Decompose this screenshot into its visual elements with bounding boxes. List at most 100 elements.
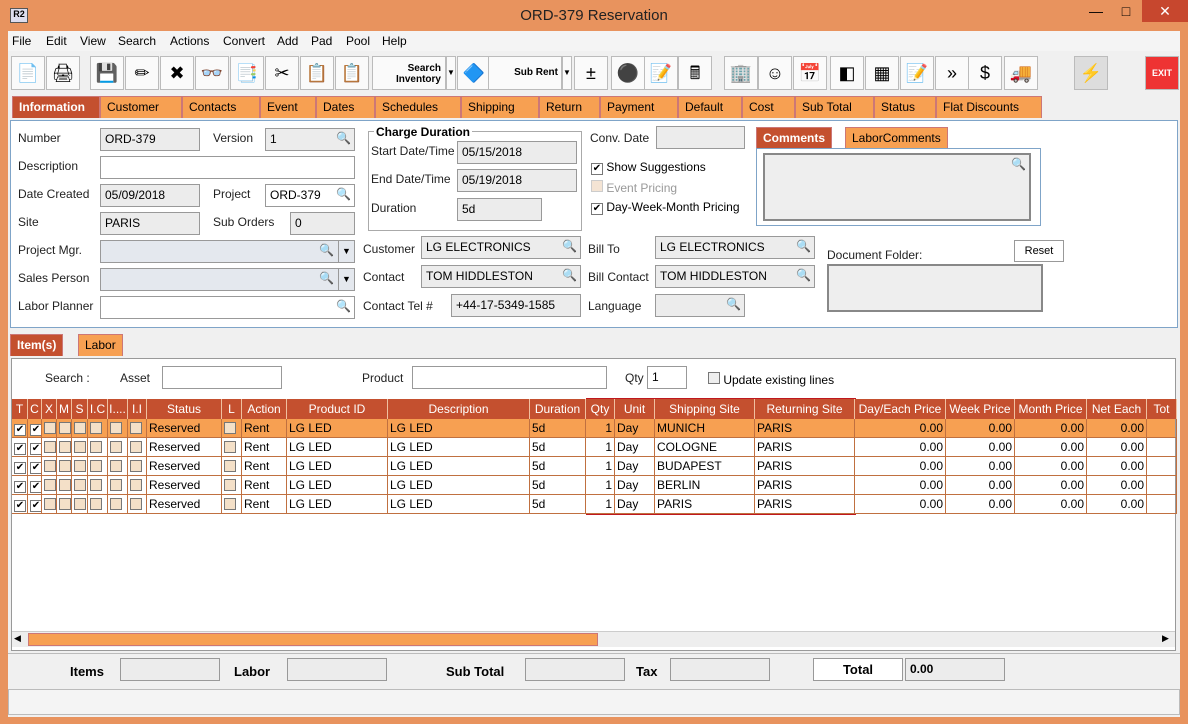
column-header-x[interactable]: X	[42, 399, 57, 419]
sub-rent-button[interactable]: Sub Rent	[488, 56, 562, 90]
checkbox[interactable]	[130, 479, 142, 491]
scroll-left-icon[interactable]: ◀	[14, 633, 21, 643]
cell-net[interactable]: 0.00	[1087, 476, 1147, 495]
column-header-returning-site[interactable]: Returning Site	[755, 399, 855, 419]
checkbox[interactable]	[110, 498, 122, 510]
language-field[interactable]: 🔍	[655, 294, 745, 317]
search-icon[interactable]: 🔍	[1011, 157, 1026, 171]
checkbox[interactable]	[44, 479, 56, 491]
menu-file[interactable]: File	[12, 34, 32, 48]
checkbox[interactable]	[130, 460, 142, 472]
cell-action[interactable]: Rent	[242, 438, 287, 457]
cell-day[interactable]: 0.00	[855, 476, 946, 495]
menu-actions[interactable]: Actions	[170, 34, 210, 48]
cell-col9[interactable]	[222, 457, 242, 476]
column-header-week-price[interactable]: Week Price	[946, 399, 1015, 419]
cell-product_id[interactable]: LG LED	[287, 495, 388, 514]
checkbox[interactable]	[110, 422, 122, 434]
column-header-i-i[interactable]: I.I	[128, 399, 147, 419]
search-inventory-dropdown[interactable]: ▼	[446, 56, 456, 90]
checkbox[interactable]	[44, 441, 56, 453]
cell-week[interactable]: 0.00	[946, 457, 1015, 476]
cell-duration[interactable]: 5d	[530, 457, 586, 476]
tab-sub-total[interactable]: Sub Total	[795, 96, 874, 118]
sub-orders-field[interactable]: 0	[290, 212, 355, 235]
cell-col2[interactable]	[42, 476, 57, 495]
cell-col5[interactable]	[88, 457, 108, 476]
checkbox[interactable]	[74, 441, 86, 453]
cell-status[interactable]: Reserved	[147, 438, 222, 457]
cell-returning[interactable]: PARIS	[755, 438, 855, 457]
cell-product_id[interactable]: LG LED	[287, 419, 388, 438]
cell-col7[interactable]	[128, 476, 147, 495]
checkbox[interactable]	[90, 422, 102, 434]
column-header-description[interactable]: Description	[388, 399, 530, 419]
start-date-field[interactable]: 05/15/2018	[457, 141, 577, 164]
checkbox[interactable]	[59, 460, 71, 472]
checked-checkbox[interactable]: ✔	[30, 424, 41, 436]
cell-week[interactable]: 0.00	[946, 495, 1015, 514]
search-icon[interactable]: 🔍	[562, 239, 577, 253]
date-created-field[interactable]: 05/09/2018	[100, 184, 200, 207]
column-header-status[interactable]: Status	[147, 399, 222, 419]
cell-description[interactable]: LG LED	[388, 476, 530, 495]
cell-status[interactable]: Reserved	[147, 419, 222, 438]
cell-qty[interactable]: 1	[586, 457, 615, 476]
cell-returning[interactable]: PARIS	[755, 476, 855, 495]
checkbox[interactable]	[224, 479, 236, 491]
cell-col0[interactable]: ✔	[12, 476, 28, 495]
search-icon[interactable]: 🔍	[336, 131, 351, 145]
print-button[interactable]: 🖨	[46, 56, 80, 90]
version-field[interactable]: 1 🔍	[265, 128, 355, 151]
checkbox[interactable]	[224, 441, 236, 453]
tab-return[interactable]: Return	[539, 96, 600, 118]
cell-col22[interactable]	[1147, 495, 1177, 514]
cell-col7[interactable]	[128, 457, 147, 476]
checklist-button[interactable]: 📝	[644, 56, 678, 90]
column-header-product-id[interactable]: Product ID	[287, 399, 388, 419]
column-header-l[interactable]: L	[222, 399, 242, 419]
column-header-month-price[interactable]: Month Price	[1015, 399, 1087, 419]
update-existing-checkbox[interactable]: Update existing lines	[708, 372, 834, 387]
cell-month[interactable]: 0.00	[1015, 438, 1087, 457]
cell-product_id[interactable]: LG LED	[287, 438, 388, 457]
search-icon[interactable]: 🔍	[562, 268, 577, 282]
checkbox[interactable]	[59, 422, 71, 434]
column-header-c[interactable]: C	[28, 399, 42, 419]
sales-person-field[interactable]: 🔍 ▼	[100, 268, 355, 291]
checkbox[interactable]	[591, 180, 603, 192]
tab-information[interactable]: Information	[12, 96, 100, 118]
eraser-button[interactable]: ◧	[830, 56, 864, 90]
add-remove-button[interactable]: ±	[574, 56, 608, 90]
column-header-qty[interactable]: Qty	[586, 399, 615, 419]
cell-net[interactable]: 0.00	[1087, 457, 1147, 476]
cell-col0[interactable]: ✔	[12, 457, 28, 476]
checkbox[interactable]	[130, 498, 142, 510]
lightning-button[interactable]: ⚡	[1074, 56, 1108, 90]
smiley-button[interactable]: ☺	[758, 56, 792, 90]
cell-col1[interactable]: ✔	[28, 457, 42, 476]
contact-field[interactable]: TOM HIDDLESTON 🔍	[421, 265, 581, 288]
cell-col3[interactable]	[57, 419, 72, 438]
delete-button[interactable]: ✖	[160, 56, 194, 90]
cell-week[interactable]: 0.00	[946, 419, 1015, 438]
checkbox[interactable]	[110, 441, 122, 453]
table-row[interactable]: ✔ ✔ Reserved Rent LG LED LG LED 5d 1 Day COLOGNE P…	[12, 438, 1177, 457]
cell-shipping[interactable]: PARIS	[655, 495, 755, 514]
checkbox[interactable]	[44, 422, 56, 434]
cell-shipping[interactable]: MUNICH	[655, 419, 755, 438]
cell-status[interactable]: Reserved	[147, 457, 222, 476]
cell-month[interactable]: 0.00	[1015, 476, 1087, 495]
cell-col1[interactable]: ✔	[28, 438, 42, 457]
cell-qty[interactable]: 1	[586, 438, 615, 457]
sub-rent-dropdown[interactable]: ▼	[562, 56, 572, 90]
cell-col2[interactable]	[42, 495, 57, 514]
search-icon[interactable]: 🔍	[796, 268, 811, 282]
conv-date-field[interactable]	[656, 126, 745, 149]
checkbox[interactable]	[90, 498, 102, 510]
checked-checkbox[interactable]: ✔	[14, 500, 26, 512]
cell-col6[interactable]	[108, 457, 128, 476]
column-header-net-each[interactable]: Net Each	[1087, 399, 1147, 419]
table-row[interactable]: ✔ ✔ Reserved Rent LG LED LG LED 5d 1 Day BUDAPEST…	[12, 457, 1177, 476]
cell-unit[interactable]: Day	[615, 495, 655, 514]
